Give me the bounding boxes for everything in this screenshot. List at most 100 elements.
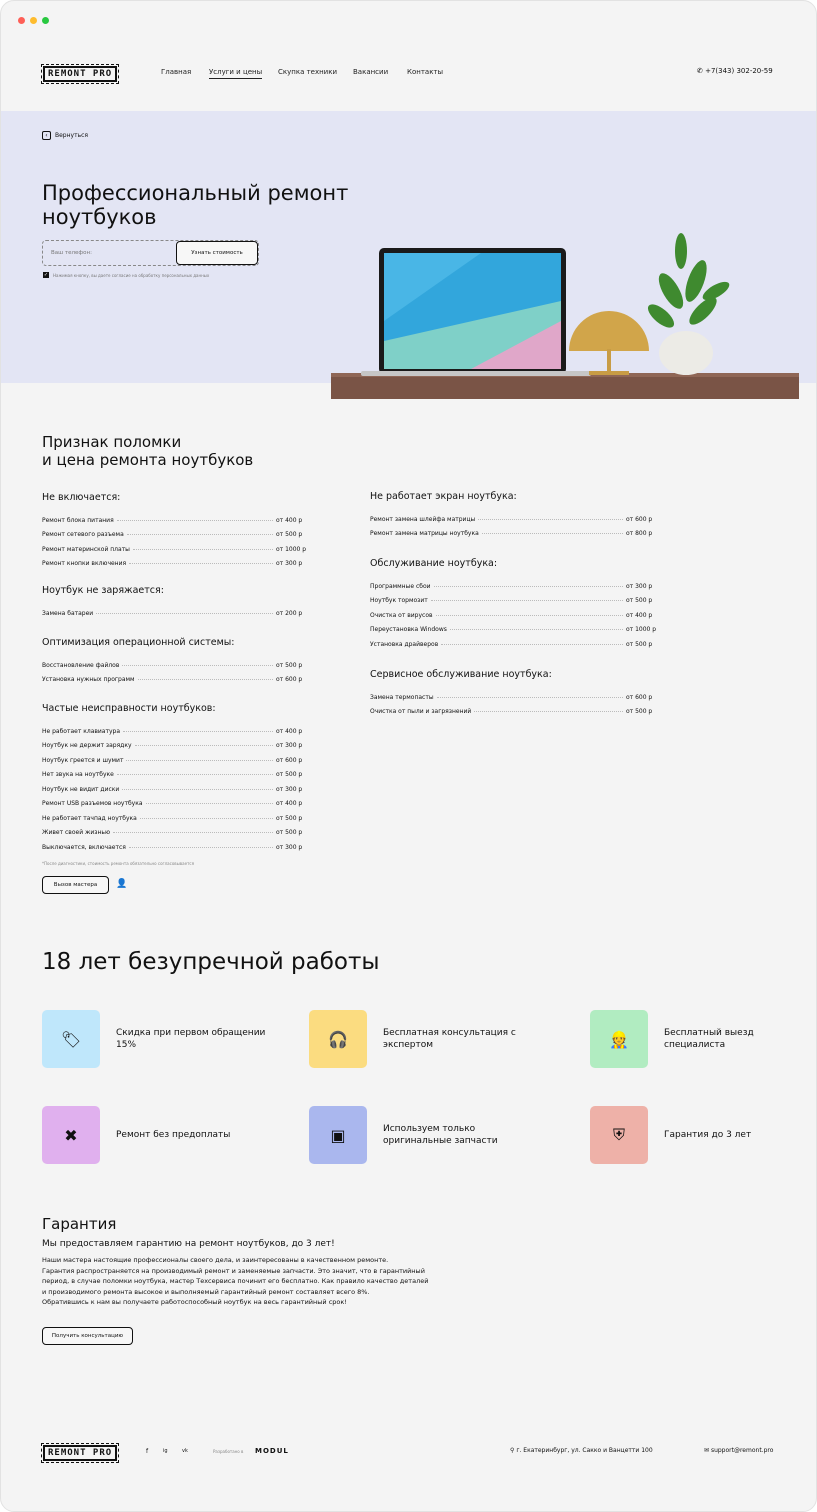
consent: ✓ Нажимая кнопку, вы даете согласие на об… bbox=[43, 272, 210, 278]
developer-label: Разработано в bbox=[213, 1449, 244, 1454]
feature-item: ✖ Ремонт без предоплаты bbox=[42, 1106, 266, 1164]
price-row: Живет своей жизнью от 500 р bbox=[42, 829, 303, 836]
price-group-title: Обслуживание ноутбука: bbox=[370, 558, 498, 569]
price-row: Ноутбук тормозит от 500 р bbox=[370, 597, 653, 604]
price-row: Замена термопасты от 600 р bbox=[370, 693, 653, 701]
price-group: Сервисное обслуживание ноутбука: Замена т… bbox=[370, 669, 657, 715]
price-row: Ремонт кнопки включения от 300 р bbox=[42, 560, 303, 567]
nav-buyback[interactable]: Скупка техники bbox=[278, 68, 338, 76]
feature-text: Используем только оригинальные запчасти bbox=[383, 1124, 498, 1146]
price-group: Не включается: Ремонт блока питания от 400… bbox=[42, 492, 307, 567]
headset-icon: 🎧 bbox=[309, 1010, 367, 1068]
close-dot[interactable] bbox=[18, 17, 25, 24]
tools-icon: ✖ bbox=[42, 1106, 100, 1164]
footer-email[interactable]: ✉ support@remont.pro bbox=[704, 1447, 774, 1454]
price-group-title: Не работает экран ноутбука: bbox=[370, 491, 517, 502]
price-row: Выключается, включается от 300 р bbox=[42, 843, 303, 851]
logo[interactable]: REMONT PRO bbox=[40, 64, 120, 84]
facebook-icon[interactable]: f bbox=[146, 1448, 149, 1455]
price-row: Ремонт USB разъемов ноутбука от 400 р bbox=[42, 800, 303, 807]
specialist-icon: 👷 bbox=[590, 1010, 648, 1068]
guarantee-text: Наши мастера настоящие профессионалы сво… bbox=[42, 1256, 389, 1264]
price-group: Не работает экран ноутбука: Ремонт замена… bbox=[370, 491, 657, 537]
discount-tag-icon: 🏷 bbox=[42, 1010, 100, 1068]
header-phone[interactable]: ✆ +7(343) 302-20-59 bbox=[697, 67, 773, 75]
mail-icon: ✉ bbox=[704, 1447, 711, 1454]
chip-icon: ▣ bbox=[309, 1106, 367, 1164]
price-row: Ремонт материнской платы от 1000 р bbox=[42, 545, 307, 553]
price-group: Частые неисправности ноутбуков: Не работа… bbox=[42, 703, 307, 851]
nav-contacts[interactable]: Контакты bbox=[407, 68, 444, 76]
guarantee-text: и производимого ремонта высокое и выполн… bbox=[42, 1287, 370, 1296]
price-group-title: Оптимизация операционной системы: bbox=[42, 637, 235, 648]
map-pin-icon: ⚲ bbox=[510, 1447, 517, 1454]
maximize-dot[interactable] bbox=[42, 17, 49, 24]
get-price-button[interactable]: Узнать стоимость bbox=[176, 241, 258, 265]
price-row: Восстановление файлов от 500 р bbox=[42, 661, 303, 669]
price-row: Установка драйверов от 500 р bbox=[370, 640, 653, 648]
guarantee-text: Обратившись к нам вы получаете работоспо… bbox=[42, 1298, 347, 1306]
feature-item: 👷 Бесплатный выезд специалиста bbox=[590, 1010, 814, 1068]
checkbox[interactable]: ✓ bbox=[43, 272, 49, 278]
developer-logo[interactable]: MODUL bbox=[255, 1447, 289, 1455]
nav-vacancies[interactable]: Вакансии bbox=[353, 68, 389, 76]
minimize-dot[interactable] bbox=[30, 17, 37, 24]
price-row: Нет звука на ноутбуке от 500 р bbox=[42, 771, 303, 778]
price-row: Не работает тачпад ноутбука от 500 р bbox=[42, 814, 303, 822]
price-row: Ремонт замена шлейфа матрицы от 600 р bbox=[370, 515, 653, 523]
price-row: Замена батареи от 200 р bbox=[42, 609, 303, 617]
prices-title: Признак поломки и цена ремонта ноутбуков bbox=[42, 433, 254, 469]
phone-input[interactable]: Ваш телефон: bbox=[42, 240, 259, 266]
price-row: Ноутбук не держит зарядку от 300 р bbox=[42, 742, 303, 749]
nav-services[interactable]: Услуги и цены bbox=[209, 68, 263, 79]
feature-item: 🏷 Скидка при первом обращении 15% bbox=[42, 1010, 266, 1068]
price-row: Не работает клавиатура от 400 р bbox=[42, 727, 303, 735]
feature-item: 🎧 Бесплатная консультация с экспертом bbox=[309, 1010, 533, 1068]
instagram-icon[interactable]: ig bbox=[163, 1448, 168, 1454]
feature-text: Бесплатная консультация с экспертом bbox=[383, 1028, 516, 1050]
price-group-title: Не включается: bbox=[42, 492, 121, 503]
vk-icon[interactable]: vk bbox=[182, 1448, 188, 1454]
feature-text: Ремонт без предоплаты bbox=[116, 1130, 231, 1140]
plant bbox=[647, 233, 730, 328]
price-row: Ремонт замена матрицы ноутбука от 800 р bbox=[370, 530, 653, 537]
master-icon: 👤 bbox=[116, 879, 128, 889]
feature-item: ⛨ Гарантия до 3 лет bbox=[590, 1106, 814, 1164]
guarantee-title: Гарантия bbox=[42, 1215, 117, 1233]
price-row: Ноутбук греется и шумит от 600 р bbox=[42, 756, 303, 764]
footer-address: ⚲ г. Екатеринбург, ул. Сакко и Ванцетти … bbox=[510, 1447, 653, 1454]
price-row: Очистка от пыли и загрязнений от 500 р bbox=[370, 708, 653, 715]
price-group-title: Частые неисправности ноутбуков: bbox=[42, 703, 216, 714]
hero-illustration bbox=[331, 233, 799, 399]
price-row: Ремонт блока питания от 400 р bbox=[42, 516, 303, 524]
price-row: Переустановка Windows от 1000 р bbox=[370, 626, 657, 633]
price-group-title: Сервисное обслуживание ноутбука: bbox=[370, 669, 552, 680]
chevron-left-icon: ‹ bbox=[42, 131, 51, 140]
consultation-button[interactable]: Получить консультацию bbox=[42, 1327, 133, 1345]
lamp bbox=[569, 311, 649, 351]
page-title: Профессиональный ремонт ноутбуков bbox=[42, 181, 349, 229]
guarantee-text: Гарантия распространяется на производимы… bbox=[42, 1266, 425, 1275]
price-row: Ноутбук не видит диски от 300 р bbox=[42, 785, 303, 793]
price-row: Программные сбои от 300 р bbox=[370, 582, 653, 590]
plant-pot bbox=[659, 331, 713, 375]
feature-item: ▣ Используем только оригинальные запчасти bbox=[309, 1106, 533, 1164]
hero: ‹ Вернуться Профессиональный ремонт ноутбу… bbox=[1, 111, 816, 399]
price-group: Оптимизация операционной системы: Восстан… bbox=[42, 637, 307, 683]
footer-logo[interactable]: REMONT PRO bbox=[40, 1443, 120, 1463]
back-link[interactable]: ‹ Вернуться bbox=[42, 131, 88, 140]
feature-text: Гарантия до 3 лет bbox=[664, 1130, 752, 1140]
price-row: Ремонт сетевого разъема от 500 р bbox=[42, 531, 303, 538]
price-row: Очистка от вирусов от 400 р bbox=[370, 611, 653, 619]
feature-text: Скидка при первом обращении 15% bbox=[116, 1028, 266, 1050]
shield-icon: ⛨ bbox=[590, 1106, 648, 1164]
price-group: Ноутбук не заряжается: Замена батареи от 2… bbox=[42, 585, 307, 617]
nav-home[interactable]: Главная bbox=[161, 68, 192, 76]
feature-text: Бесплатный выезд специалиста bbox=[664, 1028, 754, 1050]
price-group-title: Ноутбук не заряжается: bbox=[42, 585, 164, 596]
price-group: Обслуживание ноутбука: Программные сбои от… bbox=[370, 558, 657, 648]
price-note: *После диагностики, стоимость ремонта об… bbox=[42, 861, 195, 866]
phone-icon: ✆ bbox=[697, 67, 706, 75]
call-master-button[interactable]: Вызов мастера bbox=[42, 876, 109, 894]
